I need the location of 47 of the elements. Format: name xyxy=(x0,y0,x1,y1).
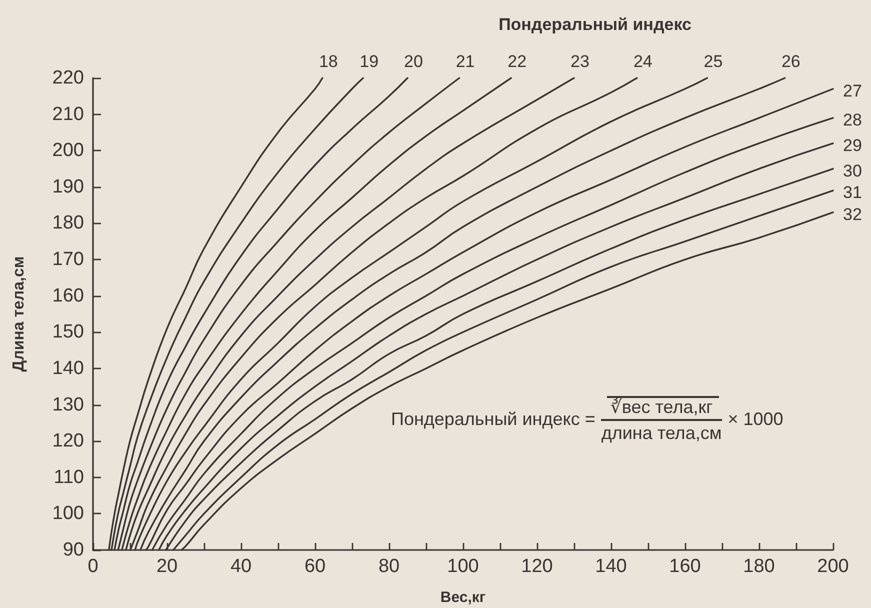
x-tick-label: 20 xyxy=(156,556,178,577)
series-label: 22 xyxy=(508,52,527,71)
x-tick-label: 200 xyxy=(817,556,849,577)
series-label: 30 xyxy=(843,161,862,180)
annotation: ∛вес тела,кг xyxy=(610,397,713,417)
annotation: длина тела,см xyxy=(601,422,722,443)
series-label: 32 xyxy=(843,204,862,224)
y-tick-label: 100 xyxy=(52,503,84,524)
series-label: 19 xyxy=(360,52,379,71)
x-tick-label: 80 xyxy=(378,556,400,577)
y-tick-label: 220 xyxy=(52,68,84,88)
y-tick-label: 200 xyxy=(52,140,84,162)
series-label: 23 xyxy=(570,52,590,71)
series-label: 24 xyxy=(633,52,652,71)
annotation: Пондеральный индекс = xyxy=(391,409,596,429)
x-tick-label: 140 xyxy=(595,556,627,577)
series-label: 27 xyxy=(843,81,862,100)
x-tick-label: 120 xyxy=(521,556,553,577)
y-tick-label: 210 xyxy=(52,104,84,125)
x-tick-label: 180 xyxy=(743,556,775,577)
series-label: 28 xyxy=(843,110,862,130)
series-label: 21 xyxy=(456,52,475,71)
y-tick-label: 190 xyxy=(52,176,84,198)
x-tick-label: 60 xyxy=(304,556,326,577)
series-label: 31 xyxy=(843,183,862,202)
annotation: × 1000 xyxy=(728,409,784,429)
y-tick-label: 120 xyxy=(52,430,84,452)
x-tick-label: 100 xyxy=(447,556,479,577)
series-label: 25 xyxy=(704,52,723,71)
x-axis-title: Вес,кг xyxy=(440,589,486,606)
chart-title: Пондеральный индекс xyxy=(498,15,692,34)
x-tick-label: 40 xyxy=(230,556,252,577)
x-tick-label: 0 xyxy=(88,556,98,577)
series-label: 18 xyxy=(318,52,338,71)
y-axis-title: Длина тела,см xyxy=(10,256,28,372)
x-tick-label: 160 xyxy=(669,556,701,577)
series-label: 20 xyxy=(404,52,423,71)
y-tick-label: 170 xyxy=(52,249,84,270)
y-tick-label: 160 xyxy=(52,285,84,306)
y-tick-label: 150 xyxy=(52,322,84,343)
y-tick-label: 180 xyxy=(52,212,84,234)
y-tick-label: 90 xyxy=(62,540,84,560)
series-label: 26 xyxy=(781,52,800,71)
y-tick-label: 130 xyxy=(52,394,84,416)
series-label: 29 xyxy=(843,136,862,155)
y-tick-label: 110 xyxy=(54,466,84,488)
y-tick-label: 140 xyxy=(52,358,84,379)
